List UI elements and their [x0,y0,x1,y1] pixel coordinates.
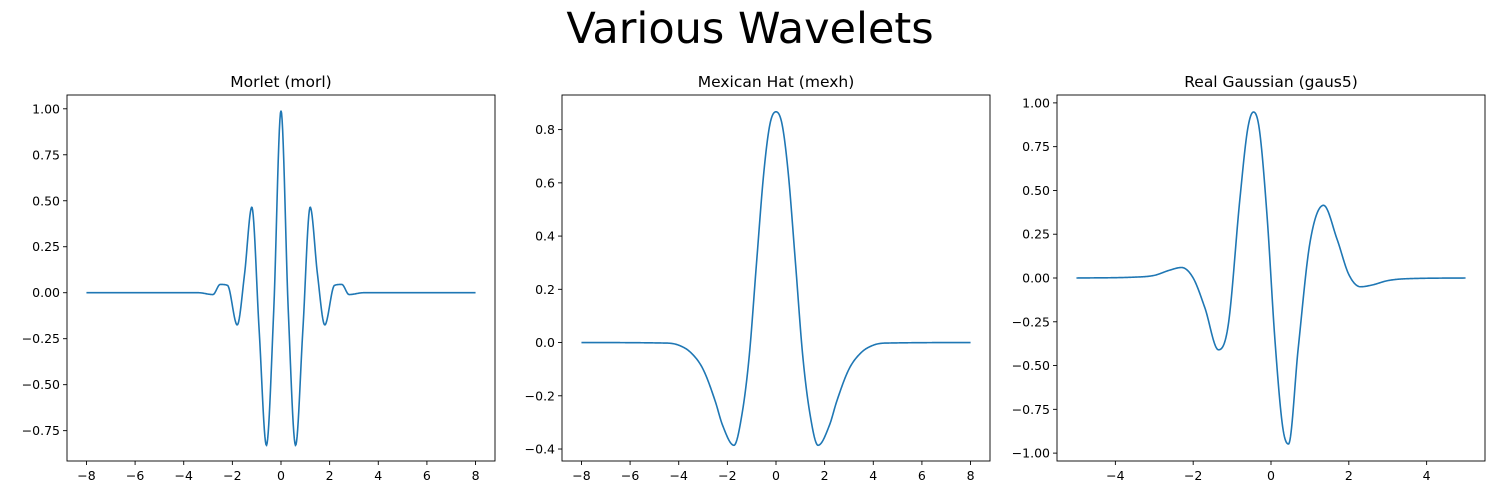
x-tick-label: 0 [277,468,285,483]
x-tick-label: 4 [1423,468,1431,483]
y-tick-label: 0.00 [32,285,60,300]
x-tick-label: 2 [326,468,334,483]
y-tick-label: 0.2 [535,282,555,297]
x-tick-label: 6 [423,468,431,483]
y-tick-label: 0.50 [32,193,60,208]
x-tick-label: 0 [772,468,780,483]
figure-title: Various Wavelets [566,4,934,54]
y-tick-label: −0.4 [525,442,555,457]
y-tick-label: −0.50 [1012,358,1050,373]
x-tick-label: −2 [718,468,736,483]
x-tick-label: −8 [572,468,590,483]
y-tick-label: 0.25 [32,239,60,254]
wavelet-line [1076,111,1466,445]
y-tick-label: −0.75 [22,423,60,438]
x-tick-label: 8 [472,468,480,483]
x-tick-label: 0 [1267,468,1275,483]
chart-title: Morlet (morl) [230,73,331,91]
x-tick-label: 8 [967,468,975,483]
x-tick-label: −4 [1106,468,1124,483]
chart-title: Real Gaussian (gaus5) [1184,73,1358,91]
y-tick-label: −0.2 [525,388,555,403]
x-tick-label: −2 [223,468,241,483]
y-tick-label: 0.50 [1022,183,1050,198]
y-tick-label: 0.8 [535,122,555,137]
y-tick-label: 1.00 [1022,95,1050,110]
y-tick-label: −1.00 [1012,446,1050,461]
wavelet-line [86,110,476,447]
x-tick-label: 4 [374,468,382,483]
x-tick-label: 2 [1345,468,1353,483]
y-tick-label: 0.4 [535,229,555,244]
y-tick-label: −0.75 [1012,402,1050,417]
x-tick-label: −8 [77,468,95,483]
y-tick-label: −0.25 [1012,314,1050,329]
x-tick-label: −6 [126,468,144,483]
x-tick-label: −2 [1184,468,1202,483]
y-tick-label: 1.00 [32,101,60,116]
wavelet-line [581,110,971,447]
y-tick-label: −0.50 [22,377,60,392]
y-tick-label: 0.0 [535,335,555,350]
x-tick-label: −4 [175,468,193,483]
x-tick-label: 4 [869,468,877,483]
y-tick-label: −0.25 [22,331,60,346]
y-tick-label: 0.6 [535,175,555,190]
y-tick-label: 0.25 [1022,227,1050,242]
y-tick-label: 0.75 [32,147,60,162]
x-tick-label: −6 [621,468,639,483]
y-tick-label: 0.00 [1022,271,1050,286]
chart-title: Mexican Hat (mexh) [698,73,855,91]
x-tick-label: −4 [670,468,688,483]
y-tick-label: 0.75 [1022,139,1050,154]
x-tick-label: 2 [821,468,829,483]
x-tick-label: 6 [918,468,926,483]
